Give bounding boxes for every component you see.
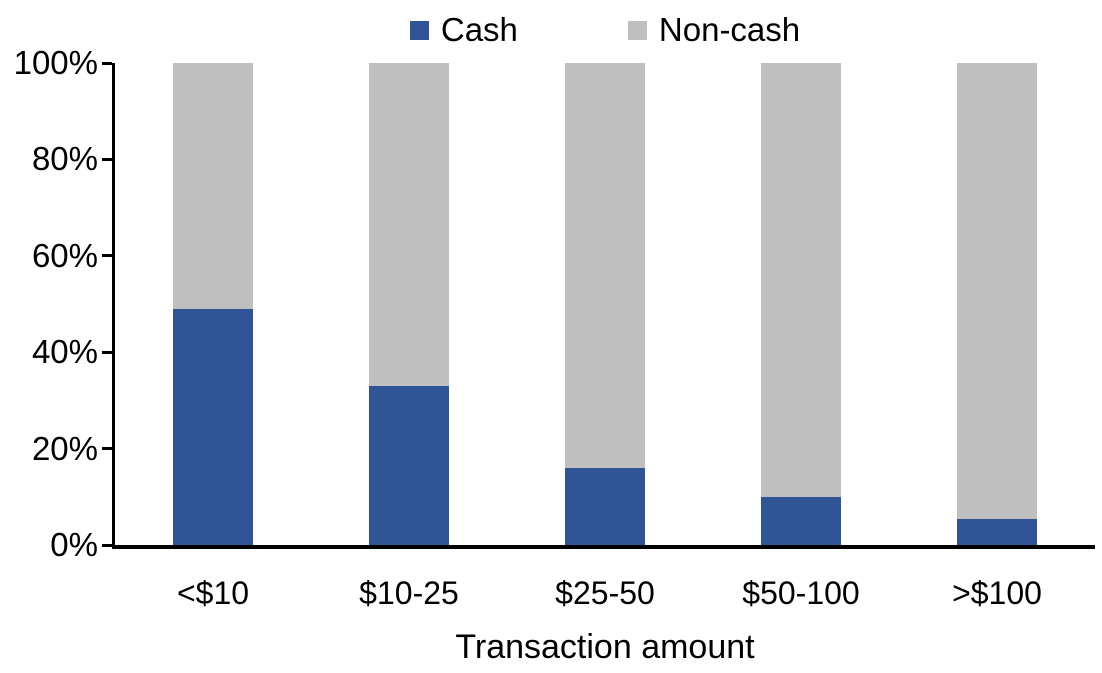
noncash-segment [957, 63, 1037, 519]
x-tick-label: $50-100 [742, 575, 860, 611]
cash-legend-swatch [409, 20, 429, 40]
y-tick-mark [102, 543, 112, 547]
legend-item-noncash: Non-cash [627, 10, 801, 50]
bar-<$10 [173, 63, 253, 545]
y-tick-label: 20% [31, 429, 98, 467]
cash-segment [173, 308, 253, 545]
cash-segment [761, 496, 841, 545]
bar-$50-100 [761, 63, 841, 545]
plot-area [112, 63, 1095, 549]
y-tick-mark [102, 447, 112, 451]
noncash-segment [565, 63, 645, 468]
y-tick-mark [102, 254, 112, 258]
x-tick-label: $10-25 [359, 575, 459, 611]
legend: Cash Non-cash [115, 8, 1095, 52]
cash-segment [957, 518, 1037, 545]
y-tick-label: 60% [31, 236, 98, 274]
x-tick-label: $25-50 [555, 575, 655, 611]
bar-$25-50 [565, 63, 645, 545]
noncash-segment [369, 63, 449, 386]
y-tick-label: 100% [13, 44, 98, 81]
bar->$100 [957, 63, 1037, 545]
y-tick-mark [102, 350, 112, 354]
noncash-segment [761, 63, 841, 497]
y-tick-mark [102, 61, 112, 65]
cash-segment [369, 385, 449, 545]
x-axis-title: Transaction amount [455, 628, 755, 666]
bar-$10-25 [369, 63, 449, 545]
noncash-segment [173, 63, 253, 309]
y-tick-label: 40% [31, 333, 98, 371]
x-tick-label: >$100 [952, 575, 1042, 611]
x-tick-label: <$10 [176, 575, 250, 611]
noncash-legend-label: Non-cash [658, 11, 801, 48]
legend-item-cash: Cash [409, 10, 518, 50]
y-tick-label: 0% [50, 526, 98, 563]
y-tick-label: 80% [31, 140, 98, 178]
y-tick-mark [102, 157, 112, 161]
noncash-legend-swatch [627, 20, 647, 40]
cash-legend-label: Cash [440, 11, 518, 48]
cash-segment [565, 467, 645, 545]
